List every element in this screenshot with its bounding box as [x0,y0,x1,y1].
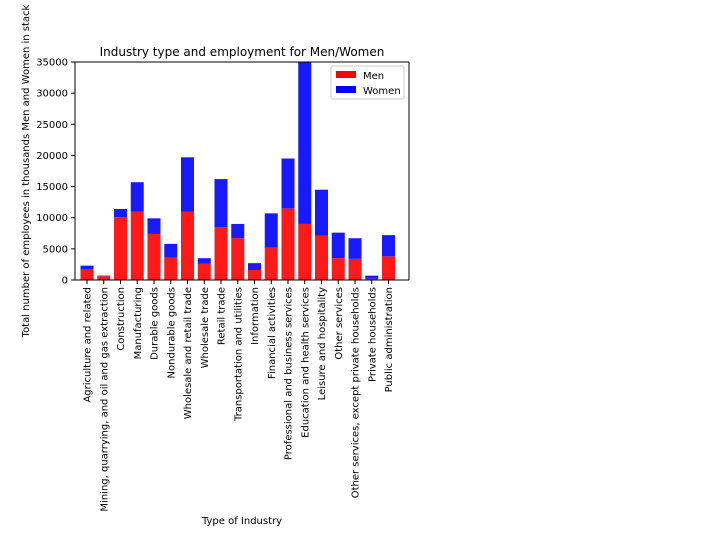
bar-women-wholesale-trade [197,258,211,264]
bar-women-construction [114,208,127,218]
x-tick-label-transportation-and-utilities: Transportation and utilities [233,287,244,422]
y-tick-label-5000: 5000 [43,244,68,255]
bar-men-agriculture-and-related [80,269,94,280]
y-ticks-group: 0 5000 10000 15000 20000 25000 30000 35000 [36,58,75,287]
y-tick-label-20000: 20000 [36,151,68,162]
chart-title: Industry type and employment for Men/Wom… [100,45,385,59]
bar-men-wholesale-trade [197,263,211,280]
x-tick-label-leisure-and-hospitality: Leisure and hospitality [317,287,328,400]
bar-women-education-and-health-services [298,62,312,224]
x-tick-label-construction: Construction [116,287,127,351]
x-ticks-group: Agriculture and related Mining, quarrying… [83,280,395,512]
bar-men-mining-quarrying-and-oil-and-gas-extraction [97,276,111,280]
bar-men-other-services-except-private-households [348,258,362,280]
bar-women-durable-goods [147,218,161,234]
y-axis-label: Total number of employees in thousands M… [21,4,32,338]
bar-women-information [248,263,261,271]
bar-women-leisure-and-hospitality [315,189,328,236]
x-tick-label-private-households: Private households [367,287,378,382]
legend-label-men: Men [363,71,384,82]
bar-women-financial-activities [264,213,278,248]
bar-women-mining-quarrying-and-oil-and-gas-extraction [97,275,111,277]
y-tick-label-10000: 10000 [36,213,68,224]
x-tick-label-information: Information [250,287,261,345]
y-tick-label-30000: 30000 [36,89,68,100]
axes-group [74,61,410,281]
x-tick-label-manufacturing: Manufacturing [133,287,144,359]
bar-men-information [248,270,261,280]
bar-men-nondurable-goods [164,257,178,280]
bar-men-retail-trade [214,227,228,280]
bar-men-public-administration [382,256,395,280]
bar-women-other-services [331,232,345,259]
y-tick-label-0: 0 [62,276,68,287]
x-axis-label: Type of Industry [201,516,282,527]
bar-men-education-and-health-services [298,223,312,280]
legend: Men Women [330,65,405,100]
bar-men-construction [114,217,127,280]
bar-women-transportation-and-utilities [231,223,245,239]
bar-men-financial-activities [264,247,278,280]
bar-men-private-households [365,278,379,280]
x-tick-label-wholesale-trade: Wholesale trade [200,287,211,368]
bar-women-retail-trade [214,179,228,228]
x-tick-label-agriculture-and-related: Agriculture and related [83,287,94,403]
y-tick-label-35000: 35000 [36,58,68,69]
x-tick-label-retail-trade: Retail trade [217,287,228,345]
bar-men-professional-and-business-services [281,208,295,280]
bar-men-manufacturing [130,211,144,280]
bar-men-other-services [331,258,345,280]
bar-women-private-households [365,275,379,279]
x-tick-label-nondurable-goods: Nondurable goods [166,287,177,378]
x-tick-label-public-administration: Public administration [384,287,395,392]
x-tick-label-mining-quarrying-and-oil-and-gas-extraction: Mining, quarrying, and oil and gas extra… [99,287,110,512]
bar-women-nondurable-goods [164,243,178,258]
bar-women-manufacturing [130,182,144,212]
y-tick-label-25000: 25000 [36,120,68,131]
bar-men-wholesale-and-retail-trade [181,211,194,280]
legend-swatch-women [336,86,356,93]
bar-women-wholesale-and-retail-trade [181,157,194,212]
x-tick-label-wholesale-and-retail-trade: Wholesale and retail trade [183,287,194,419]
bar-women-agriculture-and-related [80,265,94,270]
bar-men-transportation-and-utilities [231,238,245,280]
legend-label-women: Women [363,86,401,97]
bars-group [80,62,395,280]
x-tick-label-financial-activities: Financial activities [267,287,278,379]
bar-men-leisure-and-hospitality [315,235,328,280]
bar-women-other-services-except-private-households [348,238,362,259]
legend-swatch-men [336,71,356,78]
x-tick-label-education-and-health-services: Education and health services [300,287,311,438]
x-tick-label-other-services-except-private-households: Other services, except private household… [351,287,362,498]
bar-men-durable-goods [147,233,161,280]
y-tick-label-15000: 15000 [36,182,68,193]
x-tick-label-other-services: Other services [334,287,345,360]
bar-women-professional-and-business-services [281,158,295,209]
x-tick-label-professional-and-business-services: Professional and business services [284,287,295,460]
bar-women-public-administration [382,235,395,257]
x-tick-label-durable-goods: Durable goods [150,287,161,360]
